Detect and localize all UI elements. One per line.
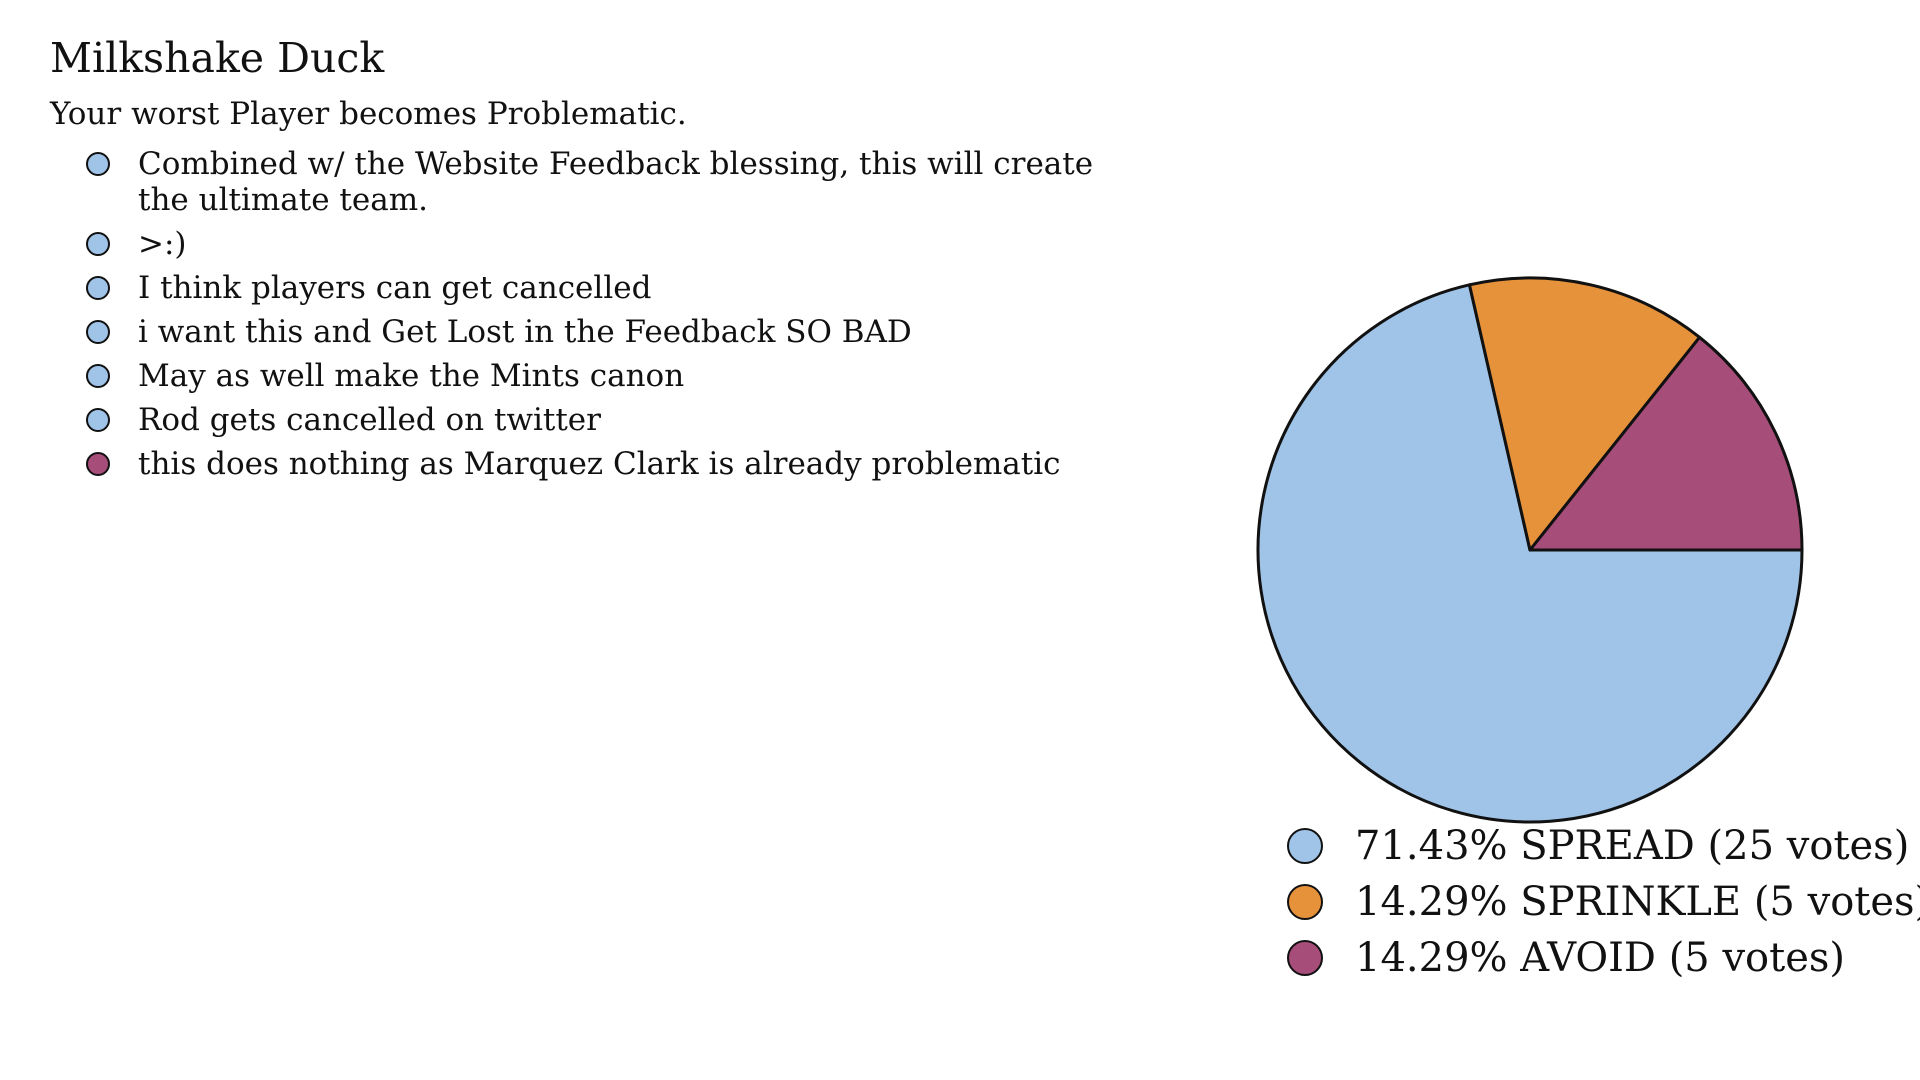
- pie-slice-avoid: [1528, 335, 1804, 552]
- vote-dot-icon: [86, 452, 110, 476]
- comment-item: Combined w/ the Website Feedback blessin…: [86, 146, 1136, 218]
- page-title: Milkshake Duck: [50, 34, 385, 82]
- comment-text: May as well make the Mints canon: [138, 358, 685, 394]
- page-subtitle: Your worst Player becomes Problematic.: [50, 96, 687, 132]
- legend-swatch-icon: [1287, 940, 1323, 976]
- comment-text: >:): [138, 226, 187, 262]
- comment-list: Combined w/ the Website Feedback blessin…: [86, 146, 1136, 490]
- vote-dot-icon: [86, 320, 110, 344]
- vote-dot-icon: [86, 276, 110, 300]
- legend-item-sprinkle: 14.29% SPRINKLE (5 votes): [1287, 874, 1920, 930]
- vote-dot-icon: [86, 232, 110, 256]
- legend-item-spread: 71.43% SPREAD (25 votes): [1287, 818, 1920, 874]
- comment-text: i want this and Get Lost in the Feedback…: [138, 314, 912, 350]
- pie-slice-spread: [1256, 283, 1804, 824]
- vote-dot-icon: [86, 152, 110, 176]
- comment-text: Combined w/ the Website Feedback blessin…: [138, 146, 1094, 218]
- comment-text: Rod gets cancelled on twitter: [138, 402, 601, 438]
- pie-chart: [1256, 276, 1804, 824]
- chart-legend: 71.43% SPREAD (25 votes) 14.29% SPRINKLE…: [1287, 818, 1920, 986]
- legend-swatch-icon: [1287, 884, 1323, 920]
- legend-label: 14.29% SPRINKLE (5 votes): [1355, 879, 1920, 925]
- comment-text: I think players can get cancelled: [138, 270, 652, 306]
- legend-item-avoid: 14.29% AVOID (5 votes): [1287, 930, 1920, 986]
- comment-item: >:): [86, 226, 1136, 262]
- legend-swatch-icon: [1287, 828, 1323, 864]
- legend-label: 14.29% AVOID (5 votes): [1355, 935, 1846, 981]
- comment-text: this does nothing as Marquez Clark is al…: [138, 446, 1061, 482]
- vote-dot-icon: [86, 408, 110, 432]
- vote-dot-icon: [86, 364, 110, 388]
- legend-label: 71.43% SPREAD (25 votes): [1355, 823, 1910, 869]
- pie-slice-sprinkle: [1467, 276, 1702, 552]
- comment-item: this does nothing as Marquez Clark is al…: [86, 446, 1136, 482]
- comment-item: May as well make the Mints canon: [86, 358, 1136, 394]
- comment-item: I think players can get cancelled: [86, 270, 1136, 306]
- comment-item: i want this and Get Lost in the Feedback…: [86, 314, 1136, 350]
- comment-item: Rod gets cancelled on twitter: [86, 402, 1136, 438]
